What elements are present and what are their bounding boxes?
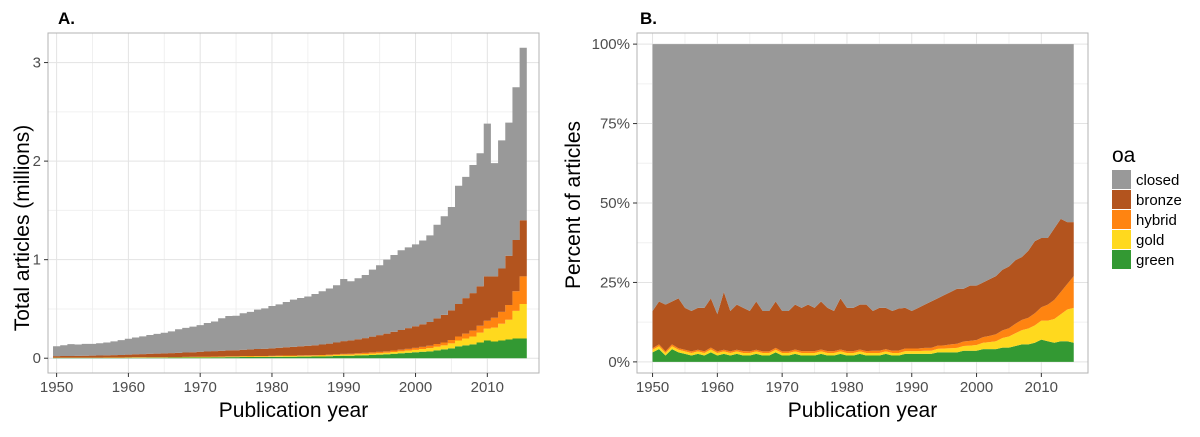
legend-label-closed: closed [1136,172,1179,189]
legend-swatch-hybrid [1112,210,1131,229]
plot-border [47,32,540,374]
x-tick-label: 2010 [1025,379,1058,396]
y-tick-label: 25% [600,274,630,291]
gridlines [48,33,539,373]
x-tick-label: 1970 [183,379,216,396]
legend-swatch-gold [1112,230,1131,249]
area-green [53,338,527,359]
y-tick-label: 3 [33,55,41,72]
legend-swatch-bronze [1112,190,1131,209]
x-tick-label: 1960 [112,379,145,396]
area-bronze [652,218,1074,352]
panel-label: A. [58,9,75,28]
legend-label-gold: gold [1136,232,1164,249]
y-tick-label: 0% [608,354,630,371]
panel-a-total-articles: 1950 1960 1970 1980 1990 2000 2010 0 1 2 3 Publicat… [11,9,540,422]
y-tick-label: 100% [592,36,630,53]
panel-label: B. [640,9,657,28]
legend-label-green: green [1136,252,1174,269]
legend-title: oa [1112,144,1136,167]
y-tick-label: 2 [33,153,41,170]
axis-ticks: 1950 1960 1970 1980 1990 2000 2010 0% 25% 50% 75% 1… [592,36,1058,396]
x-axis-title: Publication year [788,399,937,422]
y-axis-title: Percent of articles [562,121,585,289]
axis-ticks: 1950 1960 1970 1980 1990 2000 2010 0 1 2 3 [33,55,504,396]
x-tick-label: 1990 [327,379,360,396]
y-tick-label: 0 [33,350,41,367]
x-tick-label: 2010 [471,379,504,396]
x-axis-title: Publication year [219,399,368,422]
x-tick-label: 2000 [399,379,432,396]
legend-label-bronze: bronze [1136,192,1182,209]
stacked-areas [53,47,527,359]
y-axis-title: Total articles (millions) [11,125,34,332]
area-closed [652,44,1074,315]
x-tick-label: 1960 [701,379,734,396]
y-tick-label: 75% [600,116,630,133]
x-tick-label: 2000 [960,379,993,396]
x-tick-label: 1950 [636,379,669,396]
legend-swatch-green [1112,250,1131,269]
y-tick-label: 50% [600,195,630,212]
area-closed [53,47,527,357]
x-tick-label: 1980 [830,379,863,396]
y-tick-label: 1 [33,252,41,269]
x-tick-label: 1990 [895,379,928,396]
panel-b-percent-articles: 1950 1960 1970 1980 1990 2000 2010 0% 25% 50% 75% 1… [562,9,1089,422]
x-tick-label: 1950 [40,379,73,396]
x-tick-label: 1970 [765,379,798,396]
stacked-areas [652,44,1074,362]
area-green [652,339,1074,362]
x-tick-label: 1980 [255,379,288,396]
legend-label-hybrid: hybrid [1136,212,1177,229]
legend-swatch-closed [1112,170,1131,189]
